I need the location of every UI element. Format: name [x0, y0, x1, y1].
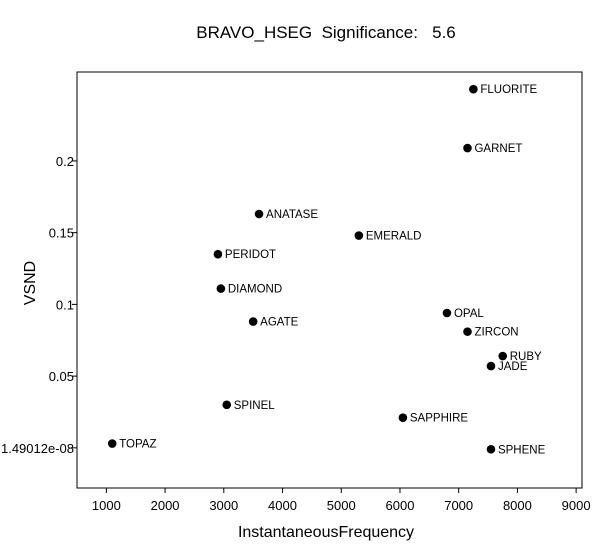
- data-point: [398, 413, 408, 423]
- data-point-label: ZIRCON: [474, 327, 518, 339]
- data-point-label: TOPAZ: [119, 439, 156, 451]
- data-point: [107, 439, 117, 448]
- data-point: [442, 308, 452, 318]
- data-point-label: FLUORITE: [480, 84, 537, 96]
- x-tick-label: 2000: [151, 498, 180, 513]
- y-tick-label: 0.05: [49, 369, 74, 384]
- data-point-label: JADE: [498, 361, 528, 373]
- data-point: [216, 284, 226, 293]
- y-tick-label: 0.2: [56, 154, 74, 169]
- x-tick-label: 3000: [209, 498, 238, 513]
- data-point-label: SAPPHIRE: [410, 413, 468, 425]
- data-point: [254, 209, 264, 219]
- y-tick-label: 0.15: [49, 226, 74, 241]
- data-point: [213, 249, 223, 259]
- data-point-label: GARNET: [474, 143, 522, 155]
- x-tick-label: 9000: [562, 498, 591, 513]
- x-tick-label: 6000: [386, 498, 415, 513]
- x-axis: 1000 2000 3000 4000 5000 6000 7000 8000 9000: [92, 488, 591, 513]
- chart-title: BRAVO_HSEG Significance: 5.6: [196, 23, 456, 42]
- data-point-label: DIAMOND: [228, 284, 282, 296]
- data-point-label: RUBY: [510, 351, 542, 363]
- data-point: [469, 84, 478, 94]
- x-tick-label: 8000: [503, 498, 532, 513]
- data-point: [463, 143, 472, 153]
- data-point-label: EMERALD: [366, 231, 422, 243]
- x-axis-label: InstantaneousFrequency: [238, 524, 414, 541]
- plot-frame: [76, 71, 583, 489]
- data-point: [248, 317, 258, 326]
- y-axis-label: VSND: [22, 261, 39, 305]
- data-point-label: PERIDOT: [225, 249, 276, 261]
- data-point-label: OPAL: [454, 308, 484, 320]
- data-point: [498, 351, 508, 361]
- x-tick-label: 7000: [444, 498, 473, 513]
- x-tick-label: 5000: [327, 498, 356, 513]
- y-tick-label: 1.49012e-08: [1, 441, 74, 456]
- data-point: [463, 327, 472, 336]
- data-point-label: SPINEL: [234, 400, 276, 412]
- data-points: FLUORITE GARNET ANATASE EMERALD PERIDOT DIAMO…: [107, 84, 546, 456]
- y-tick-label: 0.1: [56, 297, 74, 312]
- data-point: [486, 361, 496, 371]
- data-point-label: SPHENE: [498, 444, 546, 456]
- data-point: [354, 231, 364, 240]
- y-axis: 1.49012e-08 0.05 0.1 0.15 0.2: [1, 154, 77, 456]
- data-point: [222, 400, 232, 410]
- data-point-label: ANATASE: [266, 209, 318, 221]
- x-tick-label: 4000: [268, 498, 297, 513]
- x-tick-label: 1000: [92, 498, 121, 513]
- data-point: [486, 444, 496, 454]
- data-point-label: AGATE: [260, 317, 298, 329]
